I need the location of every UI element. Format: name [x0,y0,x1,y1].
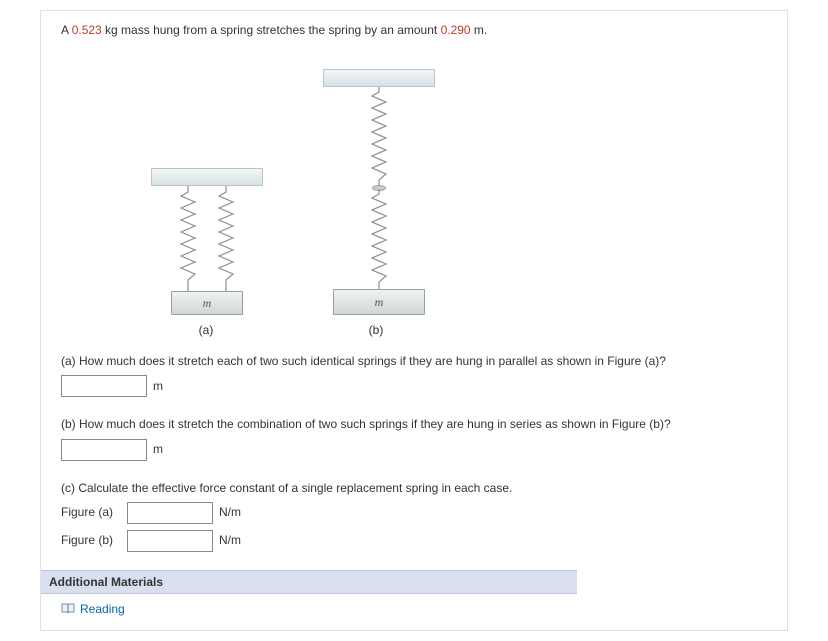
question-c: (c) Calculate the effective force consta… [61,479,767,552]
problem-container: A 0.523 kg mass hung from a spring stret… [40,10,788,631]
reading-link[interactable]: Reading [80,602,125,616]
spring-a-left [179,186,197,291]
question-a: (a) How much does it stretch each of two… [61,352,767,397]
support-bar-b [323,69,435,87]
unit-a: m [153,377,163,396]
unit-c-a: N/m [219,503,241,522]
book-icon [61,603,75,614]
reading-link-row: Reading [61,594,767,630]
question-c-text: (c) Calculate the effective force consta… [61,479,767,498]
answer-row-a: m [61,375,767,397]
question-b-text: (b) How much does it stretch the combina… [61,415,767,434]
unit-b: m [153,440,163,459]
unit-c-b: N/m [219,531,241,550]
mass-value: 0.523 [72,23,102,37]
mass-label-a: m [203,296,212,311]
question-a-text: (a) How much does it stretch each of two… [61,352,767,371]
mass-box-a: m [171,291,243,315]
answer-input-c-b[interactable] [127,530,213,552]
problem-statement: A 0.523 kg mass hung from a spring stret… [61,21,767,40]
answer-input-c-a[interactable] [127,502,213,524]
figure-label-b: (b) [321,323,431,337]
answer-input-a[interactable] [61,375,147,397]
mass-label-b: m [375,295,384,310]
answer-input-b[interactable] [61,439,147,461]
support-bar-a [151,168,263,186]
spring-a-right [217,186,235,291]
answer-row-b: m [61,439,767,461]
parallel-springs [179,186,235,291]
mass-box-b: m [333,289,425,315]
answer-row-c-b: Figure (b) N/m [61,530,767,552]
stretch-value: 0.290 [441,23,471,37]
additional-materials-bar: Additional Materials [41,570,577,594]
figure-b-label: Figure (b) [61,531,121,550]
figure-b-setup: m [323,69,435,315]
spring-b-bottom [370,189,388,289]
text-suffix: m. [471,23,488,37]
figure-a-label: Figure (a) [61,503,121,522]
spring-b-top [370,87,388,187]
text-middle: kg mass hung from a spring stretches the… [102,23,441,37]
text-prefix: A [61,23,72,37]
answer-row-c-a: Figure (a) N/m [61,502,767,524]
figure-label-a: (a) [151,323,261,337]
figure-labels: (a) (b) [151,323,767,337]
diagram-area: m m [151,55,767,315]
question-b: (b) How much does it stretch the combina… [61,415,767,460]
figure-a-setup: m [151,168,263,315]
